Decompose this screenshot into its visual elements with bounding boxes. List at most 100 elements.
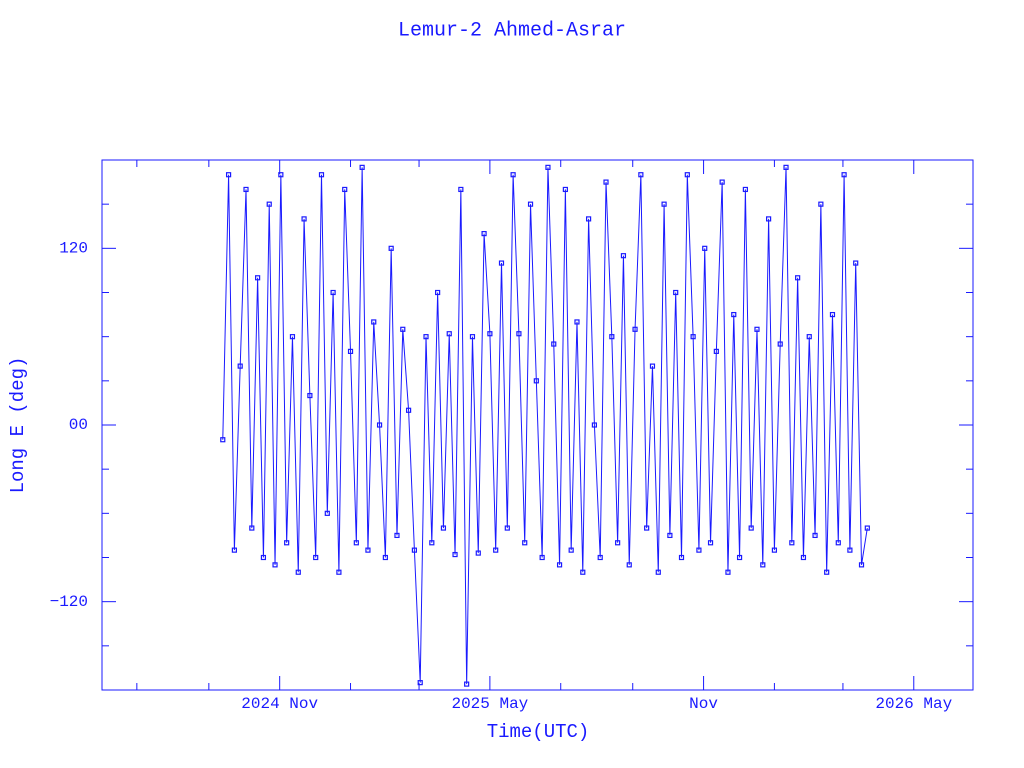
point-marker: [469, 334, 476, 340]
point-marker: [429, 540, 435, 546]
point-marker: [371, 319, 377, 325]
point-marker: [766, 216, 772, 222]
point-marker: [853, 260, 859, 266]
point-marker: [707, 540, 714, 546]
point-marker: [829, 311, 836, 318]
point-marker: [684, 172, 690, 178]
point-marker: [615, 540, 621, 546]
point-marker: [806, 334, 812, 340]
point-marker: [446, 331, 452, 337]
point-marker: [382, 554, 388, 561]
point-marker: [800, 554, 807, 561]
point-marker: [458, 186, 464, 193]
point-marker: [864, 525, 870, 531]
point-marker: [278, 172, 284, 178]
point-marker: [556, 562, 563, 568]
x-tick-label: Nov: [689, 695, 718, 713]
point-marker: [533, 378, 539, 384]
x-tick-label: 2024 Nov: [241, 695, 318, 713]
point-marker: [760, 562, 766, 568]
point-marker: [777, 341, 783, 347]
point-marker: [638, 172, 644, 178]
x-axis-label: Time(UTC): [487, 721, 590, 743]
point-marker: [580, 569, 586, 575]
point-marker: [510, 172, 516, 178]
point-marker: [522, 540, 528, 546]
point-marker: [585, 216, 592, 222]
point-marker: [307, 392, 313, 399]
point-marker: [394, 532, 400, 539]
point-marker: [318, 172, 325, 178]
point-marker: [336, 569, 342, 575]
point-marker: [481, 231, 487, 237]
point-marker: [551, 341, 557, 347]
point-marker: [591, 422, 598, 428]
point-marker: [835, 540, 841, 546]
point-marker: [626, 562, 632, 568]
point-marker: [249, 525, 255, 531]
point-marker: [231, 547, 237, 553]
point-marker: [487, 331, 493, 337]
point-marker: [440, 525, 447, 531]
point-marker: [661, 201, 667, 207]
point-marker: [824, 569, 830, 575]
point-marker: [742, 186, 748, 193]
point-marker: [690, 334, 696, 340]
point-marker: [493, 547, 499, 553]
point-marker: [574, 319, 580, 325]
chart-title: Lemur-2 Ahmed-Asrar: [398, 19, 626, 42]
point-marker: [284, 540, 290, 546]
point-marker: [411, 547, 417, 553]
point-marker: [847, 547, 853, 553]
y-tick-label: −120: [50, 593, 88, 611]
point-marker: [609, 334, 615, 340]
point-marker: [295, 569, 301, 575]
point-marker: [435, 289, 441, 296]
point-marker: [655, 569, 661, 575]
point-marker: [620, 253, 627, 259]
point-marker: [748, 525, 754, 531]
point-marker: [400, 326, 406, 332]
point-marker: [696, 547, 702, 553]
point-marker: [266, 201, 272, 207]
y-tick-label: 00: [69, 416, 88, 434]
point-marker: [289, 334, 296, 340]
point-marker: [644, 525, 650, 531]
point-marker: [597, 554, 603, 561]
point-marker: [237, 363, 243, 369]
point-marker: [667, 532, 673, 539]
point-marker: [347, 348, 354, 354]
point-marker: [678, 554, 685, 561]
point-marker: [713, 348, 719, 354]
point-marker: [405, 407, 412, 413]
point-marker: [452, 551, 458, 558]
point-marker: [719, 179, 725, 185]
point-marker: [818, 201, 824, 207]
point-marker: [423, 334, 429, 340]
point-marker: [725, 569, 731, 575]
point-marker: [376, 422, 383, 428]
point-marker: [754, 326, 760, 332]
point-marker: [388, 245, 394, 251]
x-tick-label: 2026 May: [875, 695, 952, 713]
point-marker: [417, 680, 423, 686]
x-tick-label: 2025 May: [451, 695, 528, 713]
point-marker: [504, 525, 510, 531]
point-marker: [736, 554, 743, 561]
y-axis-label: Long E (deg): [7, 357, 29, 494]
series-line: [222, 167, 868, 685]
point-marker: [220, 437, 226, 443]
point-marker: [527, 201, 534, 207]
point-marker: [568, 547, 574, 553]
point-marker: [475, 550, 481, 556]
point-marker: [562, 186, 568, 193]
point-marker: [272, 562, 278, 568]
point-marker: [545, 164, 551, 170]
point-marker: [255, 275, 261, 281]
point-marker: [632, 326, 638, 332]
point-marker: [464, 681, 470, 687]
point-marker: [812, 532, 818, 539]
point-marker: [313, 554, 319, 561]
